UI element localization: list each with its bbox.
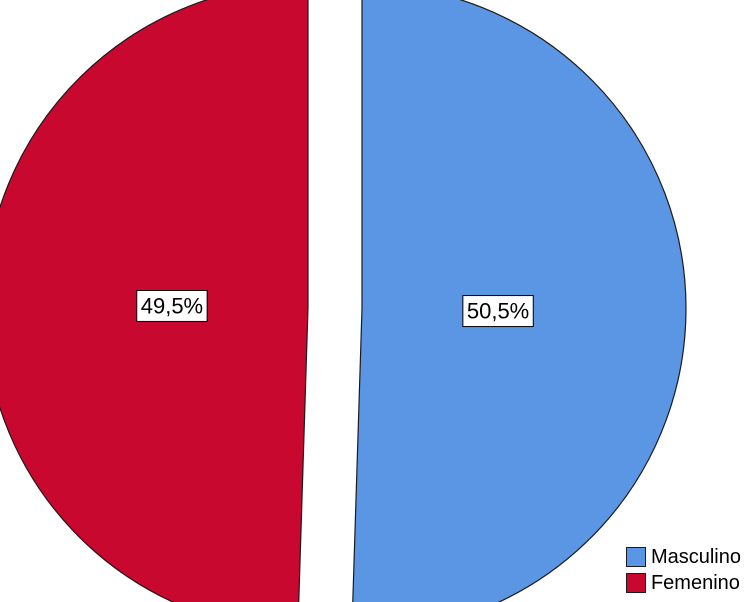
data-label-masculino: 50,5% xyxy=(462,295,534,328)
data-label-text-femenino: 49,5% xyxy=(141,293,203,318)
legend-item-femenino: Femenino xyxy=(625,570,741,596)
legend-label-masculino: Masculino xyxy=(650,545,741,568)
legend-swatch-femenino xyxy=(625,573,646,593)
data-label-femenino: 49,5% xyxy=(136,289,208,322)
data-label-box-femenino xyxy=(136,289,208,322)
data-label-text-masculino: 50,5% xyxy=(467,299,529,324)
legend-label-femenino: Femenino xyxy=(650,571,740,594)
legend-item-masculino: Masculino xyxy=(625,544,741,570)
chart-legend: Masculino Femenino xyxy=(625,544,741,596)
legend-swatch-masculino xyxy=(625,547,646,567)
data-label-box-masculino xyxy=(462,295,534,328)
